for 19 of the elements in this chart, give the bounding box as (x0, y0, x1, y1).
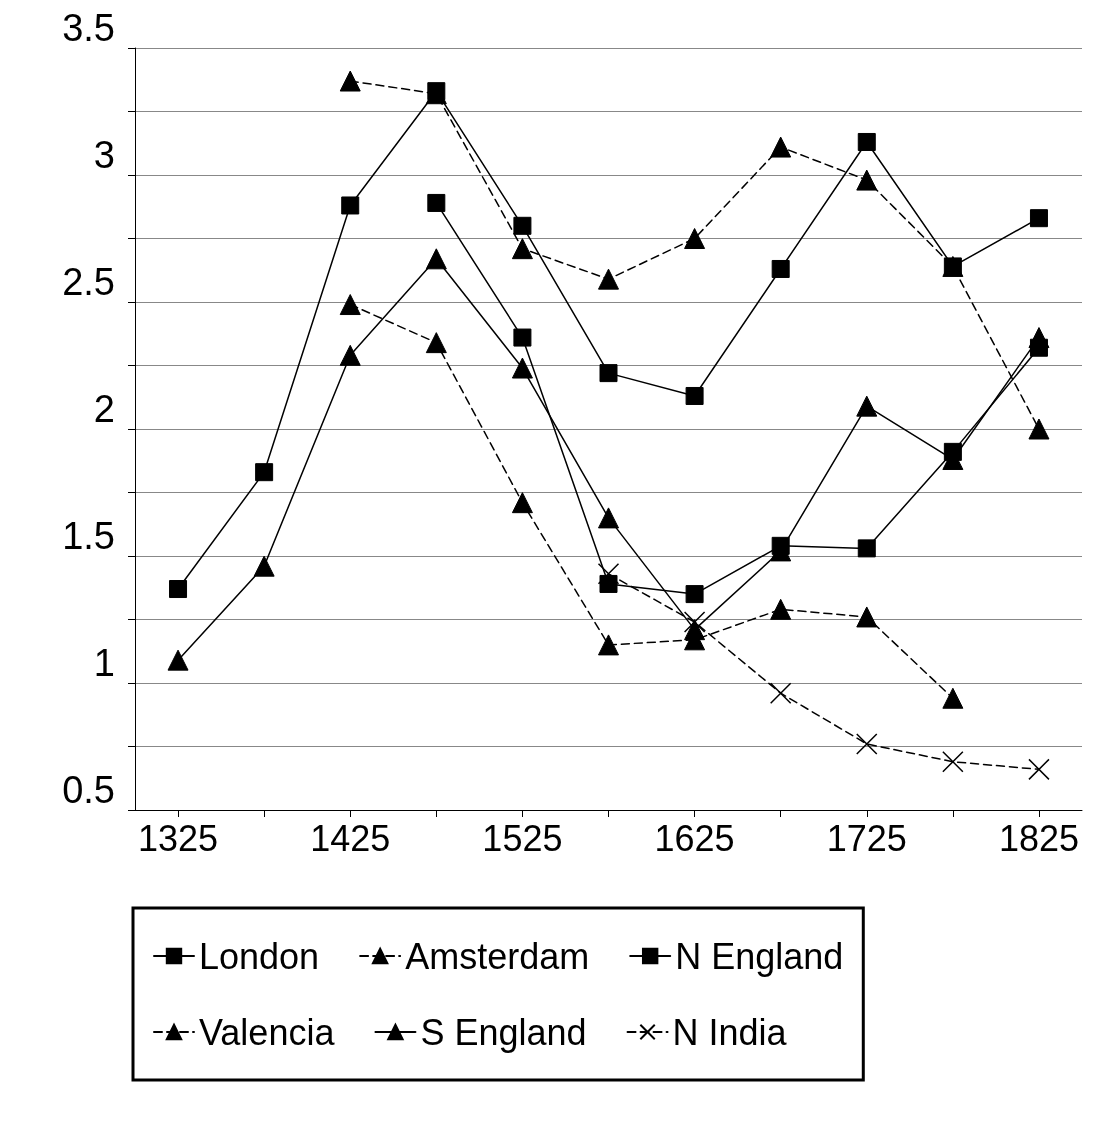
x-tick-label: 1325 (138, 817, 219, 859)
x-tick-label: 1825 (998, 817, 1079, 859)
y-tick-label: 2 (93, 388, 115, 430)
y-tick-label: 3.5 (62, 7, 115, 49)
y-tick-label: 0.5 (62, 769, 115, 811)
y-tick-label: 1.5 (62, 515, 115, 557)
legend-label: N England (675, 935, 844, 977)
legend-label: Amsterdam (405, 935, 590, 977)
y-tick-label: 1 (93, 642, 115, 684)
x-tick-label: 1425 (310, 817, 391, 859)
legend-label: Valencia (199, 1011, 336, 1053)
y-tick-label: 3 (93, 134, 115, 176)
legend-label: N India (672, 1011, 788, 1053)
x-tick-label: 1725 (826, 817, 907, 859)
legend-label: S England (420, 1011, 587, 1053)
x-tick-label: 1625 (654, 817, 735, 859)
legend-label: London (199, 935, 320, 977)
x-tick-label: 1525 (482, 817, 563, 859)
y-tick-label: 2.5 (62, 261, 115, 303)
